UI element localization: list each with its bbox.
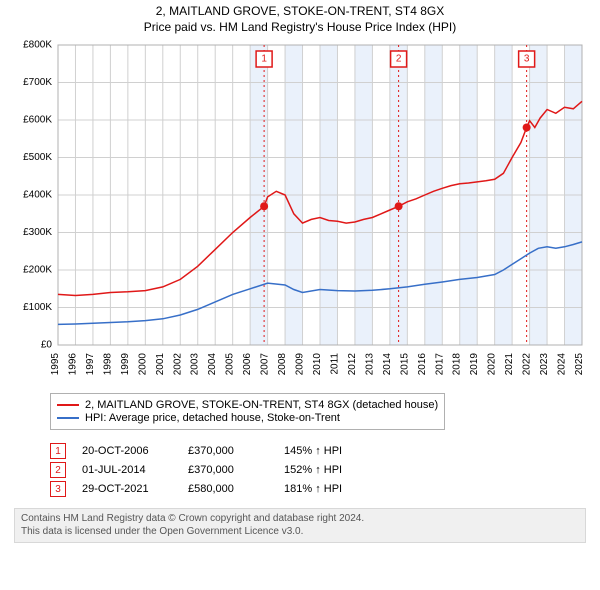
event-date: 29-OCT-2021 [82, 483, 172, 495]
svg-text:2024: 2024 [557, 353, 568, 376]
svg-text:2008: 2008 [277, 353, 288, 376]
svg-text:£0: £0 [41, 340, 53, 351]
svg-text:2015: 2015 [399, 353, 410, 376]
svg-text:1995: 1995 [50, 353, 61, 376]
svg-text:2018: 2018 [452, 353, 463, 376]
legend-label-hpi: HPI: Average price, detached house, Stok… [85, 412, 340, 424]
svg-text:2014: 2014 [382, 353, 393, 376]
event-date: 01-JUL-2014 [82, 464, 172, 476]
event-hpi: 145% ↑ HPI [284, 445, 342, 457]
legend-item-property: 2, MAITLAND GROVE, STOKE-ON-TRENT, ST4 8… [57, 399, 438, 411]
svg-text:£700K: £700K [23, 77, 52, 88]
svg-text:1997: 1997 [85, 353, 96, 376]
event-row: 1 20-OCT-2006 £370,000 145% ↑ HPI [50, 443, 586, 459]
legend-label-property: 2, MAITLAND GROVE, STOKE-ON-TRENT, ST4 8… [85, 399, 438, 411]
svg-text:1996: 1996 [67, 353, 78, 376]
svg-text:2012: 2012 [347, 353, 358, 376]
footer-line2: This data is licensed under the Open Gov… [21, 526, 579, 539]
chart-title-block: 2, MAITLAND GROVE, STOKE-ON-TRENT, ST4 8… [10, 4, 590, 39]
svg-text:2011: 2011 [329, 353, 340, 375]
event-row: 3 29-OCT-2021 £580,000 181% ↑ HPI [50, 481, 586, 497]
svg-text:£800K: £800K [23, 40, 52, 51]
event-list: 1 20-OCT-2006 £370,000 145% ↑ HPI 2 01-JUL-20… [50, 440, 586, 500]
svg-text:2023: 2023 [539, 353, 550, 376]
svg-text:2022: 2022 [522, 353, 533, 376]
svg-text:2019: 2019 [469, 353, 480, 376]
svg-text:2009: 2009 [295, 353, 306, 376]
chart-title: 2, MAITLAND GROVE, STOKE-ON-TRENT, ST4 8… [10, 4, 590, 20]
svg-text:1999: 1999 [120, 353, 131, 376]
legend-swatch-property [57, 404, 79, 406]
event-number-badge: 2 [50, 462, 66, 478]
svg-text:£300K: £300K [23, 227, 52, 238]
svg-text:£100K: £100K [23, 302, 52, 313]
event-date: 20-OCT-2006 [82, 445, 172, 457]
svg-text:2: 2 [396, 54, 402, 65]
event-price: £370,000 [188, 464, 268, 476]
svg-text:2001: 2001 [155, 353, 166, 376]
svg-text:£500K: £500K [23, 152, 52, 163]
event-row: 2 01-JUL-2014 £370,000 152% ↑ HPI [50, 462, 586, 478]
svg-text:1998: 1998 [102, 353, 113, 376]
svg-text:£600K: £600K [23, 115, 52, 126]
legend-swatch-hpi [57, 417, 79, 419]
svg-text:2006: 2006 [242, 353, 253, 376]
price-chart: £0 £100K £200K £300K £400K £500K £600K £700K £80… [10, 39, 590, 389]
svg-text:1: 1 [261, 54, 267, 65]
svg-text:2020: 2020 [487, 353, 498, 376]
event-price: £580,000 [188, 483, 268, 495]
svg-text:3: 3 [524, 54, 530, 65]
svg-text:£400K: £400K [23, 190, 52, 201]
svg-text:2000: 2000 [137, 353, 148, 376]
legend-item-hpi: HPI: Average price, detached house, Stok… [57, 412, 438, 424]
svg-text:2010: 2010 [312, 353, 323, 376]
event-hpi: 152% ↑ HPI [284, 464, 342, 476]
chart-svg: £0 £100K £200K £300K £400K £500K £600K £700K £80… [10, 39, 590, 389]
legend: 2, MAITLAND GROVE, STOKE-ON-TRENT, ST4 8… [50, 393, 445, 430]
attribution-footer: Contains HM Land Registry data © Crown c… [14, 508, 586, 543]
event-price: £370,000 [188, 445, 268, 457]
event-number-badge: 3 [50, 481, 66, 497]
event-hpi: 181% ↑ HPI [284, 483, 342, 495]
footer-line1: Contains HM Land Registry data © Crown c… [21, 513, 579, 526]
svg-text:2002: 2002 [172, 353, 183, 376]
svg-text:2021: 2021 [504, 353, 515, 376]
svg-text:£200K: £200K [23, 265, 52, 276]
svg-text:2017: 2017 [434, 353, 445, 376]
svg-text:2013: 2013 [364, 353, 375, 376]
svg-text:2003: 2003 [190, 353, 201, 376]
svg-text:2025: 2025 [574, 353, 585, 376]
chart-subtitle: Price paid vs. HM Land Registry's House … [10, 20, 590, 36]
svg-text:2007: 2007 [260, 353, 271, 376]
svg-text:2004: 2004 [207, 353, 218, 376]
event-number-badge: 1 [50, 443, 66, 459]
svg-text:2016: 2016 [417, 353, 428, 376]
svg-text:2005: 2005 [225, 353, 236, 376]
